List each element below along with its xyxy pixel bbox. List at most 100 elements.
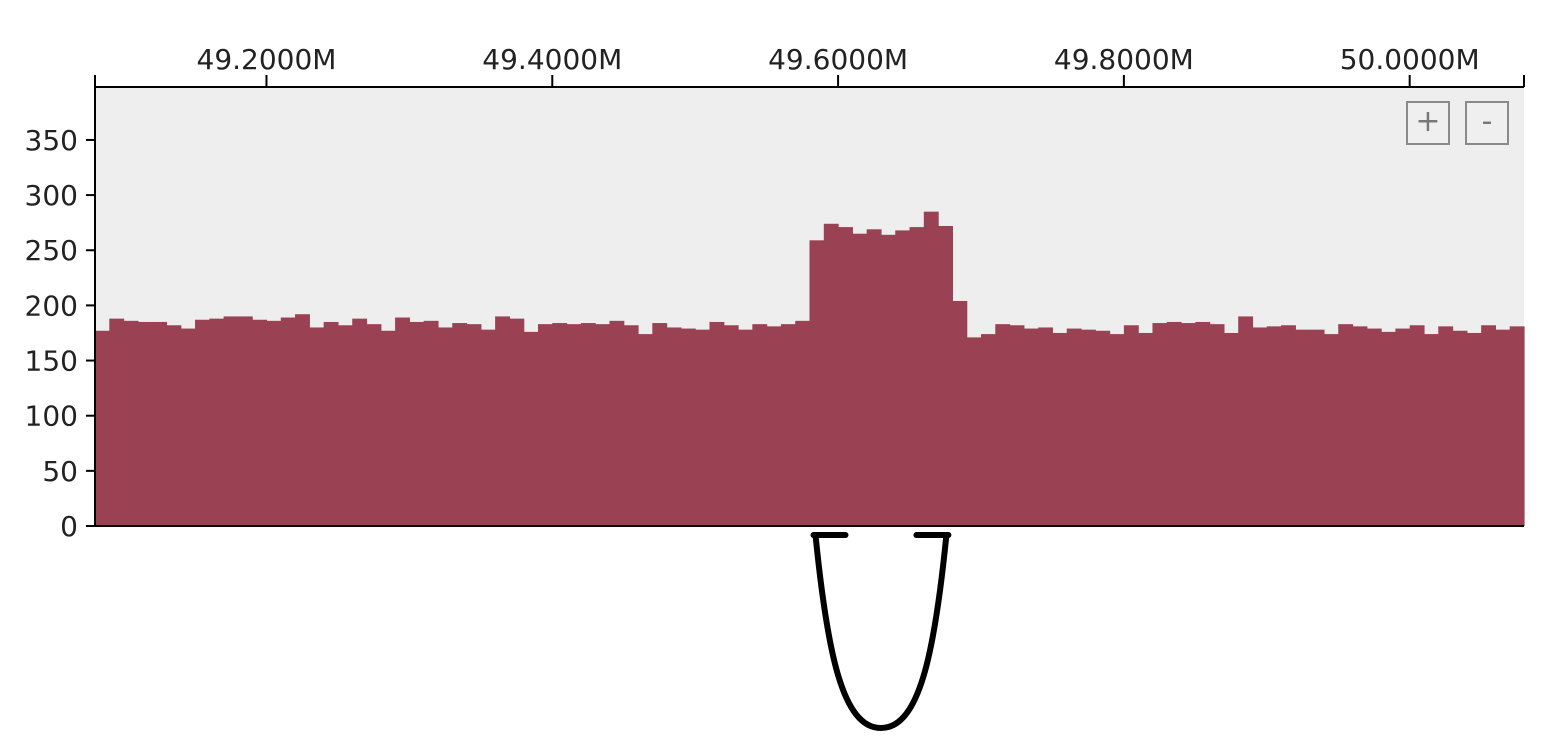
histogram-bar: [1381, 331, 1396, 526]
histogram-bar: [923, 211, 939, 527]
histogram-bar: [1023, 328, 1039, 526]
histogram-bar: [1281, 325, 1296, 526]
histogram-bar: [537, 324, 553, 526]
x-tick-label: 49.4000M: [482, 43, 622, 76]
histogram-bar: [380, 330, 396, 526]
histogram-bar: [452, 323, 468, 526]
histogram-bar: [195, 319, 210, 526]
histogram-bar: [109, 318, 125, 526]
histogram-bar: [1409, 325, 1425, 526]
histogram-bar: [695, 329, 711, 526]
histogram-bar: [352, 318, 368, 526]
histogram-bar: [566, 324, 582, 526]
histogram-bar: [680, 328, 696, 526]
y-axis: 0 50 100 150 200 250 300 350: [25, 87, 1524, 543]
histogram-bar: [1109, 334, 1125, 526]
histogram-bar: [1166, 321, 1182, 526]
histogram-bar: [1223, 332, 1239, 526]
histogram-bar: [1395, 328, 1411, 526]
histogram-bar: [309, 327, 325, 526]
histogram-bar: [409, 321, 425, 526]
histogram-bar: [237, 316, 253, 526]
zoom-in-button[interactable]: +: [1406, 101, 1450, 145]
histogram-bar: [180, 328, 196, 526]
interaction-arc-track: [810, 532, 952, 732]
histogram-bar: [166, 325, 182, 526]
histogram-bar: [623, 325, 639, 526]
histogram-bar: [123, 320, 139, 526]
histogram-bar: [1509, 326, 1525, 526]
histogram-bar: [1238, 316, 1254, 526]
histogram-bar: [738, 329, 753, 526]
histogram-bar: [723, 325, 739, 526]
histogram-bar: [666, 327, 682, 526]
histogram-bar: [1423, 334, 1439, 526]
y-tick-label: 300: [25, 179, 78, 212]
histogram-bar: [1266, 326, 1282, 526]
histogram-bar: [295, 314, 310, 526]
histogram-bar: [1066, 328, 1082, 526]
x-tick-label: 49.2000M: [197, 43, 337, 76]
histogram-bar: [966, 337, 982, 526]
histogram-bar: [1038, 327, 1054, 526]
histogram-bar: [809, 240, 825, 526]
histogram-bar: [609, 320, 625, 526]
histogram-bar: [523, 331, 539, 526]
histogram-bar: [1352, 326, 1368, 526]
histogram-bar: [580, 323, 596, 526]
x-tick-label: 49.8000M: [1054, 43, 1194, 76]
histogram-bar: [1052, 332, 1068, 526]
bar-series: [95, 211, 1525, 527]
histogram-bar: [1481, 325, 1497, 526]
histogram-bar: [1152, 323, 1168, 526]
histogram-bar: [395, 317, 410, 526]
histogram-bar: [838, 227, 853, 526]
histogram-bar: [209, 318, 225, 526]
histogram-bar: [1123, 325, 1139, 526]
histogram-bar: [1452, 330, 1468, 526]
histogram-bar: [95, 330, 110, 526]
histogram-bar: [337, 325, 353, 526]
histogram-bar: [795, 320, 811, 526]
histogram-bar: [823, 223, 839, 526]
histogram-bar: [1466, 332, 1482, 526]
histogram-bar: [266, 320, 282, 526]
histogram-bar: [1295, 329, 1311, 526]
x-tick-label: 49.6000M: [768, 43, 908, 76]
zoom-out-button[interactable]: -: [1465, 101, 1509, 145]
histogram-bar: [1366, 328, 1382, 526]
y-tick-label: 100: [25, 400, 78, 433]
histogram-bar: [509, 318, 525, 526]
histogram-bar: [280, 317, 296, 526]
histogram-bar: [323, 321, 339, 526]
histogram-bar: [1138, 332, 1154, 526]
histogram-bar: [1495, 329, 1511, 526]
y-tick-label: 150: [25, 345, 78, 378]
histogram-bar: [780, 324, 796, 526]
histogram-bar: [595, 324, 611, 526]
histogram-bar: [709, 321, 725, 526]
y-tick-label: 200: [25, 289, 78, 322]
y-tick-label: 50: [42, 455, 78, 488]
histogram-bar: [1195, 321, 1211, 526]
interaction-arc: [812, 532, 950, 732]
x-tick-label: 50.0000M: [1340, 43, 1480, 76]
histogram-bar: [1309, 329, 1325, 526]
histogram-bar: [909, 227, 925, 526]
histogram-bar: [252, 319, 268, 526]
histogram-bar: [137, 321, 153, 526]
histogram-bar: [1252, 327, 1268, 526]
histogram-bar: [1209, 324, 1225, 526]
histogram-bar: [1009, 325, 1025, 526]
histogram-bar: [638, 334, 653, 526]
histogram-bar: [866, 229, 882, 526]
histogram-bar: [652, 323, 668, 526]
histogram-bar: [995, 324, 1011, 526]
histogram-bar: [437, 327, 453, 526]
histogram-bar: [1338, 324, 1354, 526]
y-tick-label: 250: [25, 234, 78, 267]
histogram-bar: [1323, 334, 1339, 526]
histogram-bar: [223, 316, 239, 526]
y-tick-label: 0: [60, 510, 78, 543]
histogram-bar: [552, 323, 568, 526]
